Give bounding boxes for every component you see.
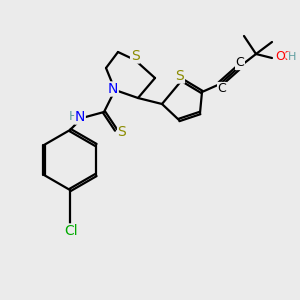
Text: S: S bbox=[176, 69, 184, 83]
Text: S: S bbox=[130, 49, 140, 63]
Text: C: C bbox=[218, 82, 226, 95]
Text: Cl: Cl bbox=[64, 224, 78, 238]
Text: N: N bbox=[108, 82, 118, 96]
Text: H: H bbox=[68, 110, 78, 124]
Text: O: O bbox=[275, 50, 285, 64]
Text: O: O bbox=[282, 50, 292, 64]
Text: S: S bbox=[118, 125, 126, 139]
Text: N: N bbox=[75, 110, 85, 124]
Text: H: H bbox=[288, 52, 296, 62]
Text: C: C bbox=[236, 56, 244, 70]
